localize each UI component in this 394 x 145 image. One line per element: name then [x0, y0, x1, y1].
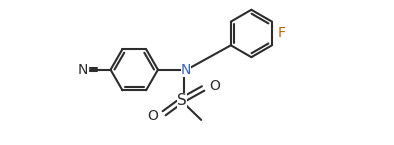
Text: S: S: [177, 93, 186, 108]
Text: O: O: [148, 109, 158, 123]
Text: O: O: [209, 79, 220, 93]
Text: F: F: [277, 26, 285, 40]
Text: N: N: [181, 63, 191, 77]
Text: N: N: [77, 63, 88, 77]
